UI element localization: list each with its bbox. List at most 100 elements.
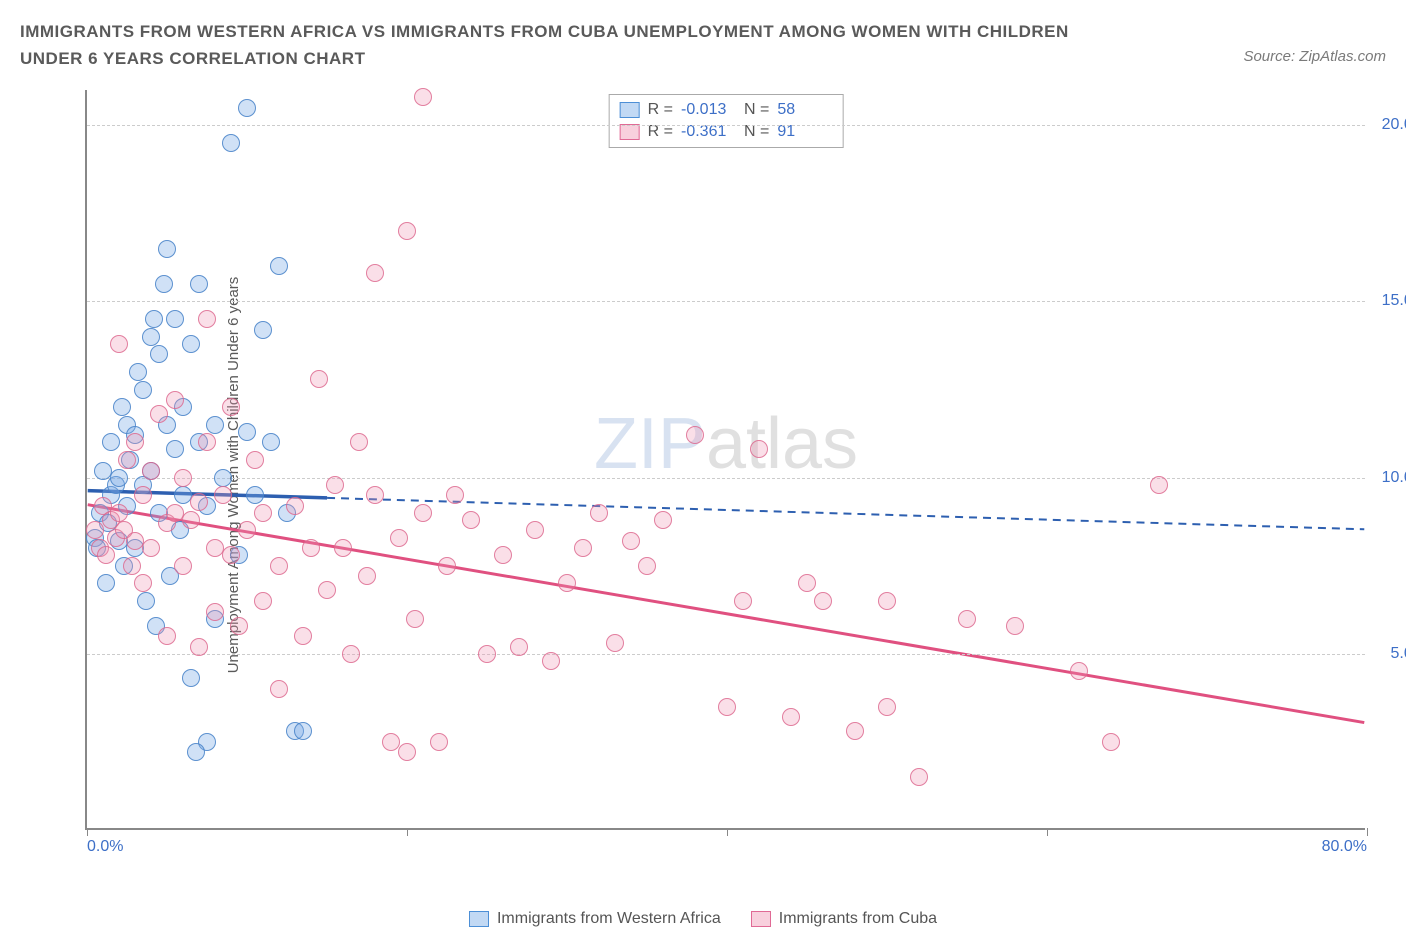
data-point [734,592,752,610]
data-point [406,610,424,628]
data-point [150,405,168,423]
legend-item-2: Immigrants from Cuba [751,910,937,928]
data-point [1150,476,1168,494]
data-point [97,546,115,564]
data-point [198,310,216,328]
data-point [286,497,304,515]
data-point [294,627,312,645]
swatch-blue-icon [469,911,489,927]
data-point [102,433,120,451]
data-point [366,486,384,504]
page-title: IMMIGRANTS FROM WESTERN AFRICA VS IMMIGR… [20,18,1120,72]
data-point [254,592,272,610]
data-point [110,469,128,487]
legend-label-1: Immigrants from Western Africa [497,910,721,928]
data-point [137,592,155,610]
x-tick [727,828,728,836]
data-point [366,264,384,282]
x-axis-legend: Immigrants from Western Africa Immigrant… [0,910,1406,928]
data-point [814,592,832,610]
data-point [158,627,176,645]
data-point [270,557,288,575]
data-point [318,581,336,599]
data-point [654,511,672,529]
data-point [414,88,432,106]
stats-row-1: R = -0.013 N = 58 [620,99,833,121]
x-tick [407,828,408,836]
data-point [782,708,800,726]
data-point [510,638,528,656]
data-point [182,335,200,353]
data-point [478,645,496,663]
data-point [97,574,115,592]
data-point [166,440,184,458]
data-point [190,493,208,511]
data-point [622,532,640,550]
stats-legend: R = -0.013 N = 58 R = -0.361 N = 91 [609,94,844,148]
r-label: R = [648,101,673,119]
trend-lines [87,90,1365,828]
correlation-chart: Unemployment Among Women with Children U… [55,90,1385,860]
data-point [222,546,240,564]
legend-item-1: Immigrants from Western Africa [469,910,721,928]
data-point [798,574,816,592]
plot-area: ZIPatlas R = -0.013 N = 58 R = -0.361 N … [85,90,1365,830]
data-point [430,733,448,751]
swatch-pink-icon [751,911,771,927]
data-point [1006,617,1024,635]
data-point [198,433,216,451]
data-point [238,521,256,539]
data-point [326,476,344,494]
data-point [606,634,624,652]
n-value-1: 58 [777,101,832,119]
data-point [398,743,416,761]
data-point [390,529,408,547]
watermark: ZIPatlas [594,403,858,485]
data-point [382,733,400,751]
gridline [87,301,1365,302]
data-point [158,240,176,258]
data-point [142,462,160,480]
data-point [718,698,736,716]
data-point [214,486,232,504]
data-point [958,610,976,628]
data-point [686,426,704,444]
data-point [206,603,224,621]
data-point [526,521,544,539]
data-point [118,451,136,469]
data-point [190,638,208,656]
data-point [145,310,163,328]
data-point [414,504,432,522]
data-point [302,539,320,557]
data-point [246,451,264,469]
y-tick-label: 20.0% [1382,116,1406,134]
data-point [174,557,192,575]
data-point [214,469,232,487]
x-tick [1367,828,1368,836]
data-point [123,557,141,575]
watermark-zip: ZIP [594,404,706,484]
data-point [310,370,328,388]
data-point [342,645,360,663]
data-point [142,328,160,346]
data-point [166,391,184,409]
data-point [129,363,147,381]
source-label: Source: ZipAtlas.com [1243,18,1386,65]
data-point [270,257,288,275]
data-point [574,539,592,557]
data-point [222,134,240,152]
gridline [87,654,1365,655]
data-point [878,592,896,610]
data-point [358,567,376,585]
data-point [206,416,224,434]
data-point [238,99,256,117]
data-point [110,504,128,522]
data-point [262,433,280,451]
data-point [398,222,416,240]
data-point [113,398,131,416]
x-tick-label: 0.0% [87,838,123,856]
data-point [182,511,200,529]
x-tick [87,828,88,836]
swatch-pink-icon [620,124,640,140]
data-point [134,574,152,592]
